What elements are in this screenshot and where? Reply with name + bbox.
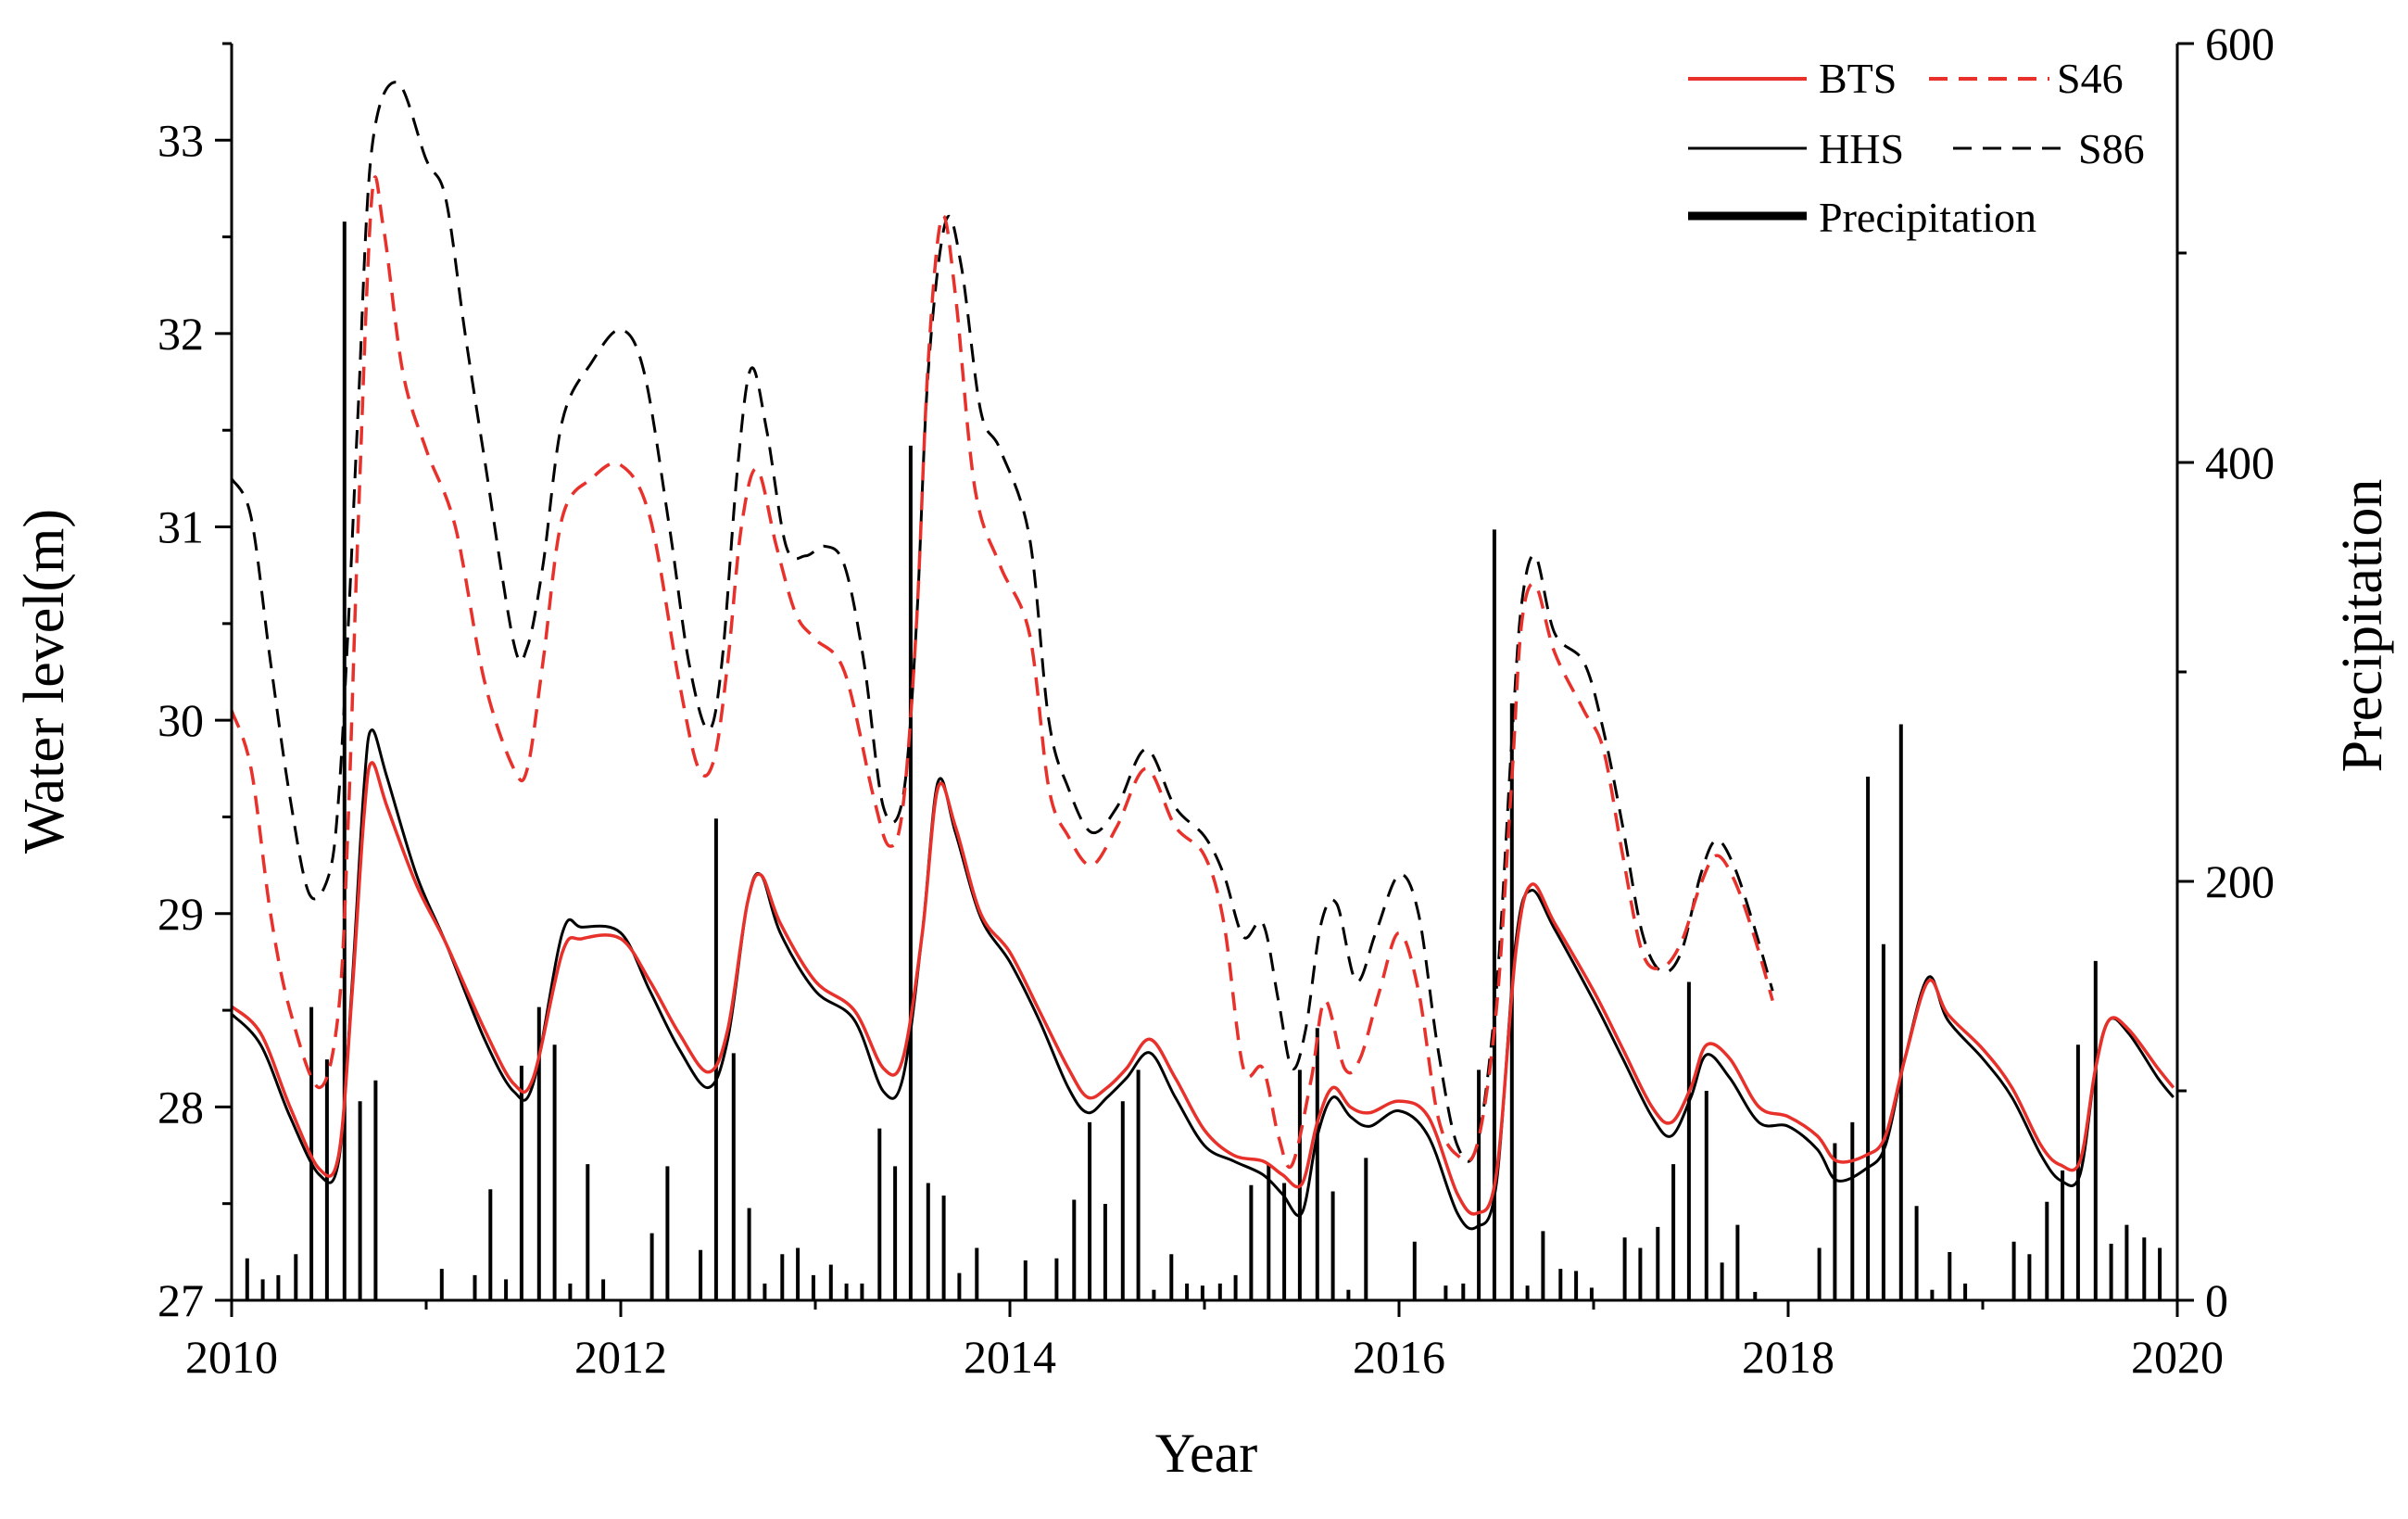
y2-tick-label: 400 — [2205, 437, 2275, 488]
axes: 2010 2012 2014 2016 2018 2020 27 28 29 30 31 32 33 0 2… — [158, 18, 2275, 1383]
legend-label-bts: BTS — [1819, 55, 1897, 102]
x-tick-label: 2014 — [964, 1331, 1056, 1383]
y2-tick-label: 200 — [2205, 855, 2275, 907]
y-tick-label: 27 — [158, 1274, 204, 1326]
x-tick-label: 2012 — [574, 1331, 667, 1383]
series-line-bts — [230, 761, 2175, 1216]
legend-label-s46: S46 — [2057, 55, 2124, 102]
x-tick-label: 2020 — [2131, 1331, 2224, 1383]
legend-label-precipitation: Precipitation — [1819, 194, 2036, 241]
y-tick-label: 29 — [158, 888, 204, 940]
y-axis-label: Water level(m) — [13, 509, 76, 854]
series-line-s86 — [230, 81, 1774, 1163]
series-line-hhs — [230, 728, 2175, 1231]
series-line-s46 — [230, 175, 1774, 1170]
x-tick-label: 2018 — [1742, 1331, 1834, 1383]
y2-tick-label: 0 — [2205, 1274, 2228, 1326]
y-tick-label: 28 — [158, 1081, 204, 1133]
legend-label-hhs: HHS — [1819, 125, 1904, 172]
y2-axis-label: Precipitation — [2331, 479, 2394, 773]
x-tick-label: 2010 — [185, 1331, 278, 1383]
series-lines — [230, 81, 2175, 1231]
legend-label-s86: S86 — [2078, 125, 2145, 172]
x-tick-label: 2016 — [1353, 1331, 1445, 1383]
x-axis-label: Year — [1155, 1423, 1258, 1484]
precipitation-bars — [245, 222, 2162, 1300]
y2-tick-label: 600 — [2205, 18, 2275, 70]
y-tick-label: 31 — [158, 501, 204, 553]
legend: BTS S46 HHS S86 Precipitation — [1688, 55, 2145, 241]
y-tick-label: 30 — [158, 694, 204, 746]
y-tick-label: 33 — [158, 114, 204, 166]
y-tick-label: 32 — [158, 308, 204, 360]
